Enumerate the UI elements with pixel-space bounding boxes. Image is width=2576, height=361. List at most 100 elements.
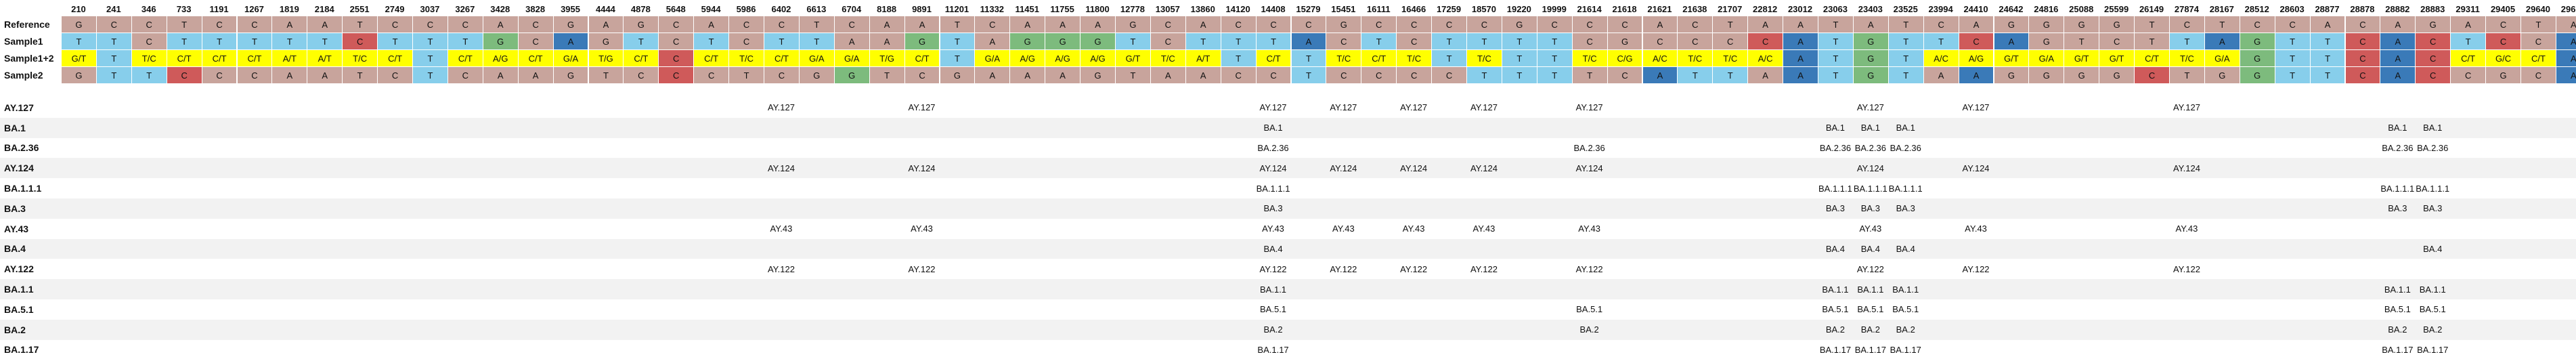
position-header: 5944 xyxy=(701,3,721,14)
base-call-cell: T xyxy=(2310,67,2345,83)
base-call-cell: G/A xyxy=(553,50,588,66)
base-call-cell: T xyxy=(729,67,764,83)
lineage-mark: AY.124 xyxy=(1470,163,1498,173)
row-stripe xyxy=(0,158,2576,179)
base-call-cell: A xyxy=(1045,67,1080,83)
base-call-cell: A xyxy=(483,67,518,83)
base-call-cell: C xyxy=(729,33,764,49)
base-call-cell: C xyxy=(2345,33,2380,49)
base-call-cell: A xyxy=(1045,16,1080,33)
base-call-cell: C xyxy=(131,33,167,49)
lineage-mark: BA.1.1 xyxy=(1822,284,1849,295)
position-header: 346 xyxy=(141,3,156,14)
position-header: 15451 xyxy=(1331,3,1356,14)
base-call-cell: T xyxy=(1572,67,1607,83)
base-call-cell: C xyxy=(1326,67,1361,83)
base-call-cell: C/T xyxy=(2135,50,2169,66)
lineage-mark: AY.43 xyxy=(1965,224,1987,234)
lineage-mark: BA.1.1.1 xyxy=(1853,183,1887,194)
base-call-cell: T xyxy=(96,67,131,83)
base-call-cell: T xyxy=(167,33,202,49)
base-call-cell: C/T xyxy=(1361,50,1397,66)
base-call-cell: A xyxy=(1642,67,1678,83)
base-call-cell: C xyxy=(1361,67,1397,83)
position-header: 23525 xyxy=(1893,3,1918,14)
base-call-cell: C xyxy=(659,16,694,33)
lineage-row-label: BA.2 xyxy=(4,324,26,335)
lineage-mark: BA.5.1 xyxy=(2384,304,2411,315)
lineage-mark: AY.122 xyxy=(908,263,936,274)
lineage-mark: AY.124 xyxy=(767,163,795,173)
base-call-cell: G/A xyxy=(834,50,869,66)
base-call-cell: G xyxy=(1045,33,1080,49)
base-call-cell: T/C xyxy=(131,50,167,66)
base-call-cell: T xyxy=(1678,67,1713,83)
position-header: 28603 xyxy=(2279,3,2305,14)
base-call-cell: A xyxy=(2556,67,2576,83)
lineage-mark: BA.1.1 xyxy=(2384,284,2411,295)
base-call-cell: T xyxy=(1502,50,1537,66)
base-call-cell: G/A xyxy=(799,50,834,66)
base-call-cell: C xyxy=(1607,16,1642,33)
lineage-mark: BA.2.36 xyxy=(1890,142,1921,153)
base-call-cell: G xyxy=(553,16,588,33)
row-label: Reference xyxy=(4,19,50,30)
row-stripe xyxy=(0,238,2576,259)
lineage-mark: BA.3 xyxy=(1825,203,1846,214)
base-call-cell: A/C xyxy=(1923,50,1959,66)
base-call-cell: A xyxy=(2380,33,2416,49)
base-call-cell: T xyxy=(1467,67,1502,83)
base-call-cell: C xyxy=(624,67,659,83)
base-call-cell: T/C xyxy=(1326,50,1361,66)
position-header: 28883 xyxy=(2420,3,2445,14)
lineage-mark: BA.3 xyxy=(1263,203,1283,214)
base-call-cell: G xyxy=(2486,67,2520,83)
lineage-row-label: BA.2.36 xyxy=(4,142,39,154)
position-header: 9891 xyxy=(912,3,932,14)
base-call-cell: C xyxy=(1326,33,1361,49)
base-call-cell: A xyxy=(1010,67,1045,83)
lineage-mark: BA.1 xyxy=(1263,123,1283,133)
base-call-cell: C xyxy=(202,67,237,83)
base-call-cell: C xyxy=(1467,16,1502,33)
base-call-cell: C/T xyxy=(2521,50,2556,66)
lineage-mark: BA.1 xyxy=(2423,123,2443,133)
base-call-cell: G xyxy=(2240,50,2275,66)
position-header: 28512 xyxy=(2244,3,2269,14)
base-call-cell: A xyxy=(1010,16,1045,33)
lineage-mark: AY.122 xyxy=(1259,263,1287,274)
base-call-cell: C/T xyxy=(167,50,202,66)
position-header: 28882 xyxy=(2385,3,2410,14)
base-call-cell: G/T xyxy=(2064,50,2099,66)
base-call-cell: C/T xyxy=(378,50,412,66)
base-call-cell: T/C xyxy=(343,50,378,66)
base-call-cell: T xyxy=(1221,50,1256,66)
base-call-cell: T xyxy=(1537,50,1572,66)
base-call-cell: A/G xyxy=(1010,50,1045,66)
position-header: 28877 xyxy=(2315,3,2340,14)
base-call-cell: C xyxy=(1678,16,1713,33)
position-header: 24642 xyxy=(1999,3,2024,14)
position-header: 23403 xyxy=(1858,3,1883,14)
lineage-mark: AY.124 xyxy=(1856,163,1884,173)
position-header: 2184 xyxy=(314,3,334,14)
base-call-cell: T xyxy=(343,16,378,33)
base-call-cell: A/G xyxy=(483,50,518,66)
base-call-cell: T xyxy=(1537,67,1572,83)
position-header: 21621 xyxy=(1647,3,1672,14)
base-call-cell: A/T xyxy=(272,50,307,66)
base-call-cell: T xyxy=(2275,67,2310,83)
position-header: 5986 xyxy=(736,3,756,14)
base-call-cell: G xyxy=(2416,16,2451,33)
lineage-mark: AY.43 xyxy=(1472,224,1496,234)
row-label: Sample1+2 xyxy=(4,53,54,64)
position-header: 2551 xyxy=(349,3,370,14)
base-call-cell: C xyxy=(2486,33,2520,49)
base-call-cell: T/C xyxy=(1467,50,1502,66)
base-call-cell: T xyxy=(1537,33,1572,49)
base-call-cell: A/G xyxy=(1045,50,1080,66)
base-call-cell: T xyxy=(413,33,447,49)
base-call-cell: C xyxy=(202,16,237,33)
base-call-cell: G xyxy=(1607,33,1642,49)
base-call-cell: T xyxy=(1888,33,1923,49)
